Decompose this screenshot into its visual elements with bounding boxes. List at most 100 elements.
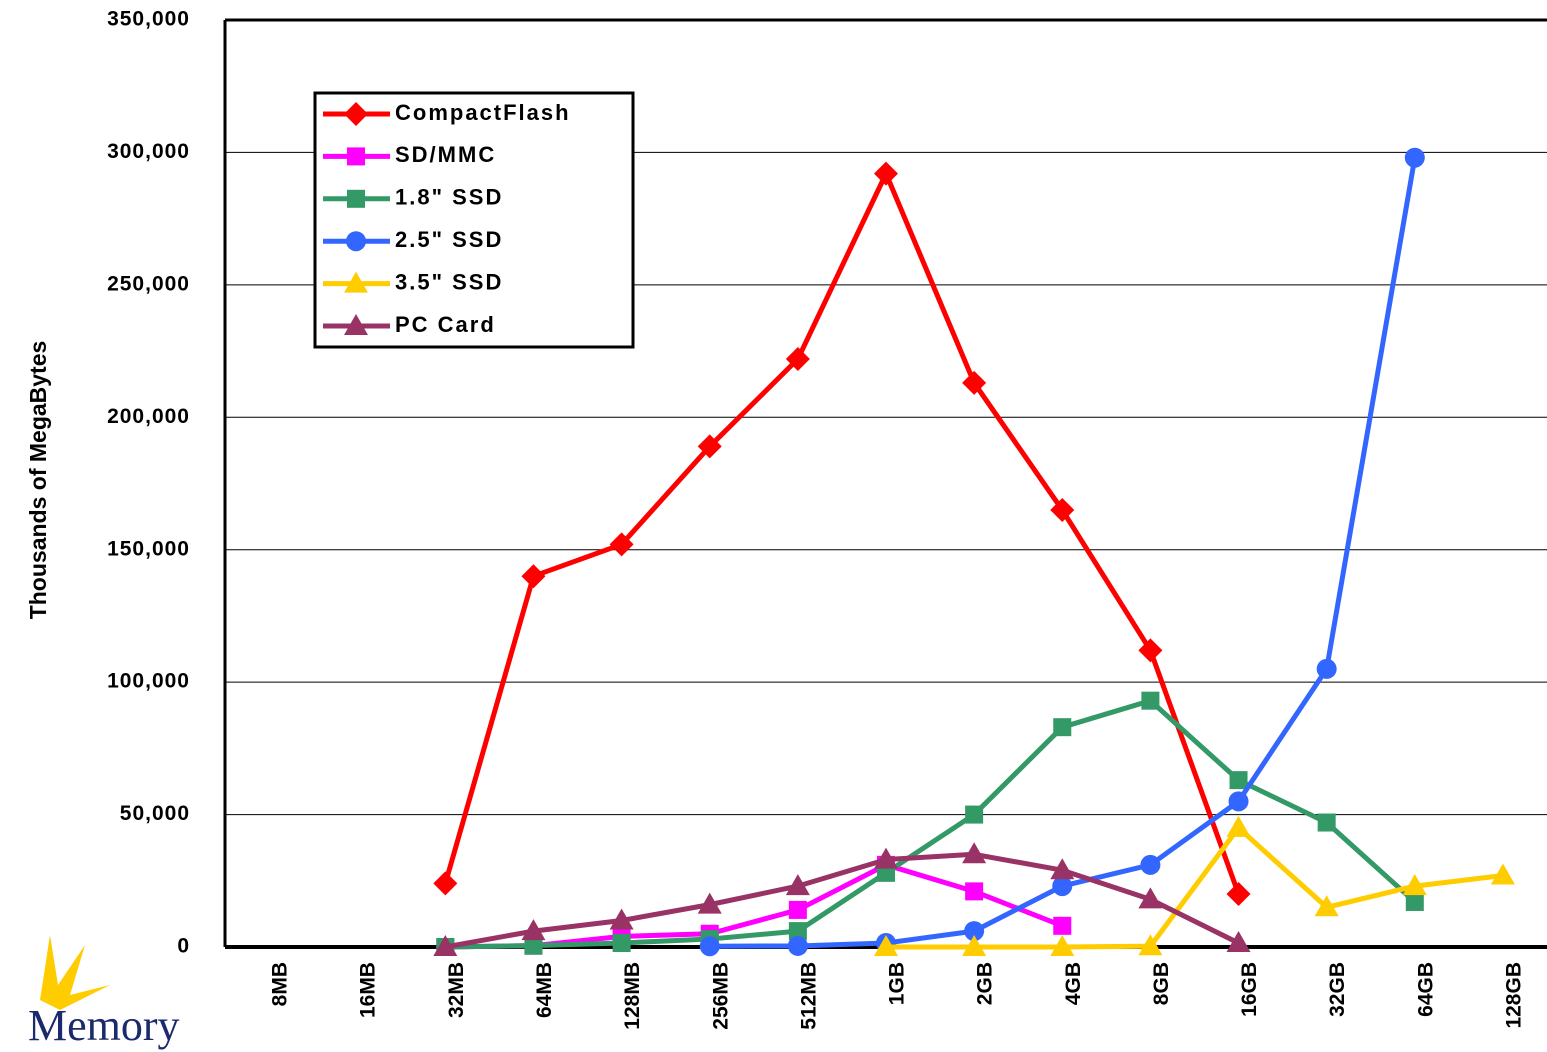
marker	[697, 434, 722, 459]
series	[699, 147, 1425, 957]
y-axis-title: Thousands of MegaBytes	[25, 341, 51, 620]
marker	[433, 871, 458, 896]
legend-box	[313, 91, 635, 349]
marker	[609, 908, 634, 930]
x-tick-label: 64MB	[533, 962, 556, 1018]
marker	[346, 231, 366, 252]
marker	[965, 805, 984, 824]
legend-label: CompactFlash	[395, 100, 571, 125]
marker	[962, 842, 987, 864]
marker	[1053, 916, 1072, 935]
marker	[1226, 815, 1251, 837]
marker	[697, 892, 722, 914]
marker	[1138, 887, 1163, 909]
marker	[1050, 497, 1075, 522]
x-tick-label: 8GB	[1150, 962, 1173, 1005]
y-tick-label: 250,000	[107, 272, 190, 295]
marker	[874, 161, 898, 186]
y-tick-label: 300,000	[107, 140, 190, 163]
x-tick-label: 32GB	[1326, 962, 1349, 1017]
x-tick-label: 16MB	[357, 962, 380, 1018]
marker	[609, 532, 634, 557]
marker	[1226, 882, 1251, 907]
series-line	[445, 698, 1417, 950]
legend: CompactFlash SD/MMC 1.8" SSD 2.5" SSD 3.5" S…	[313, 91, 635, 349]
marker	[1402, 874, 1427, 896]
marker	[785, 347, 810, 372]
x-tick-label: 128GB	[1502, 962, 1525, 1029]
marker	[1226, 931, 1251, 953]
marker	[1140, 854, 1161, 875]
legend-label: SD/MMC	[395, 142, 496, 167]
legend-label: PC Card	[395, 312, 496, 337]
logo-text: Memory	[28, 1001, 180, 1050]
marker	[612, 934, 631, 953]
x-tick-label: 8MB	[269, 962, 292, 1006]
marker	[1052, 876, 1073, 897]
marker	[521, 564, 546, 589]
x-tick-label: 2GB	[974, 962, 997, 1005]
marker	[962, 935, 987, 956]
logo-burst	[40, 935, 110, 1010]
series	[874, 815, 1515, 956]
x-tick-label: 128MB	[621, 962, 644, 1030]
marker	[344, 102, 368, 126]
marker	[1053, 718, 1072, 737]
marker	[524, 936, 543, 955]
marker	[344, 314, 368, 335]
series-line	[709, 157, 1418, 949]
series	[433, 842, 1251, 956]
marker	[347, 189, 365, 208]
marker	[1316, 658, 1337, 679]
x-tick-label: 32MB	[445, 962, 468, 1018]
marker	[962, 370, 987, 395]
marker	[521, 919, 546, 941]
marker	[1229, 771, 1248, 790]
x-tick-label: 256MB	[709, 962, 732, 1030]
marker	[965, 882, 984, 901]
x-tick-label: 1GB	[886, 962, 909, 1005]
marker	[1141, 691, 1160, 710]
marker	[1138, 934, 1163, 956]
marker	[433, 935, 458, 956]
marker	[874, 935, 898, 956]
legend-label: 2.5" SSD	[395, 227, 503, 252]
marker	[699, 936, 720, 957]
y-tick-label: 0	[177, 935, 190, 958]
legend-label: 3.5" SSD	[395, 269, 503, 294]
x-tick-label: 512MB	[797, 962, 820, 1030]
marker	[1404, 147, 1425, 168]
marker	[874, 847, 898, 869]
marker	[1405, 892, 1424, 911]
y-tick-label: 350,000	[107, 8, 190, 31]
y-tick-label: 50,000	[120, 802, 190, 825]
marker	[1050, 935, 1075, 956]
marker	[1138, 638, 1163, 663]
marker	[787, 935, 808, 956]
legend-label: 1.8" SSD	[395, 185, 503, 210]
marker	[788, 922, 807, 941]
x-tick-label: 16GB	[1238, 962, 1261, 1017]
y-tick-label: 150,000	[107, 537, 190, 560]
series-line	[886, 825, 1504, 950]
marker	[1317, 813, 1336, 832]
series-line	[442, 171, 1241, 895]
marker	[788, 900, 807, 919]
y-tick-label: 200,000	[107, 405, 190, 428]
x-tick-label: 64GB	[1414, 962, 1437, 1017]
x-tick-label: 4GB	[1062, 962, 1085, 1005]
series	[433, 161, 1251, 907]
logo: Memory	[28, 935, 180, 1050]
marker	[344, 271, 368, 293]
marker	[1050, 858, 1075, 880]
marker	[964, 921, 985, 942]
marker	[1490, 863, 1515, 885]
y-tick-label: 100,000	[107, 670, 190, 693]
marker	[785, 874, 810, 896]
marker	[1314, 895, 1339, 917]
series-line	[444, 851, 1240, 950]
marker	[347, 147, 365, 166]
series	[436, 691, 1424, 956]
